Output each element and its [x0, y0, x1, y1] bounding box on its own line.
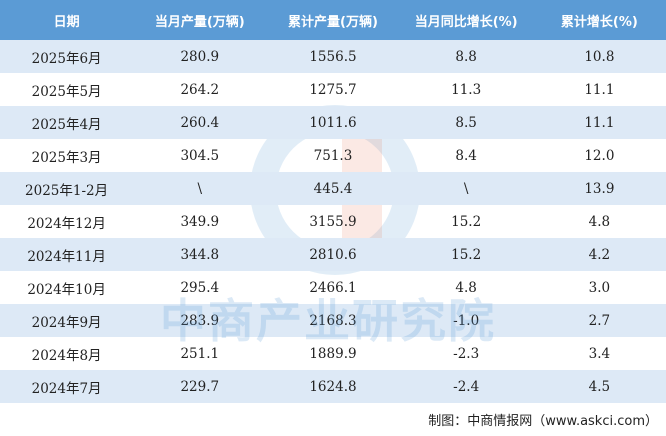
header-cell: 累计增长(%): [532, 0, 666, 40]
header-row: 日期 当月产量(万辆) 累计产量(万辆) 当月同比增长(%) 累计增长(%): [0, 0, 666, 40]
table-cell: 260.4: [133, 106, 267, 139]
table-cell: 280.9: [133, 40, 267, 73]
table-cell: 4.2: [532, 238, 666, 271]
table-cell: 8.5: [399, 106, 533, 139]
data-table: 日期 当月产量(万辆) 累计产量(万辆) 当月同比增长(%) 累计增长(%) 2025年…: [0, 0, 666, 403]
table-cell: 2.7: [532, 304, 666, 337]
table-row: 2024年7月 229.7 1624.8 -2.4 4.5: [0, 370, 666, 403]
table-cell: 2024年11月: [0, 238, 134, 271]
table-cell: 12.0: [584, 147, 615, 164]
table-cell: 264.2: [180, 81, 220, 98]
table-cell: 3.4: [588, 345, 611, 362]
table-row: 2025年1-2月 \ 445.4 \ 13.9: [0, 172, 666, 205]
table-cell: 11.1: [584, 81, 615, 98]
table-cell: 2025年6月: [0, 40, 134, 73]
table-row: 2024年10月 295.4 2466.1 4.8 3.0: [0, 271, 666, 304]
table-cell: 1556.5: [266, 40, 400, 73]
table-cell: 15.2: [399, 238, 533, 271]
table-cell: 8.8: [399, 40, 533, 73]
table-cell: 295.4: [180, 279, 220, 296]
table-cell: 2025年3月: [31, 149, 102, 166]
table-cell: 8.4: [455, 147, 477, 164]
table-row: 2024年12月 349.9 3155.9 15.2 4.8: [0, 205, 666, 238]
footer: 制图：中商情报网（www.askci.com）: [428, 414, 658, 429]
table-row: 2025年6月 280.9 1556.5 8.8 10.8: [0, 40, 666, 73]
table-cell: 2025年4月: [0, 106, 134, 139]
table-cell: 2810.6: [266, 238, 400, 271]
table-cell: 15.2: [451, 213, 482, 230]
table-cell: -1.0: [399, 304, 533, 337]
table-cell: 1624.8: [266, 370, 400, 403]
header-cell: 日期: [0, 0, 134, 40]
table-cell: 11.1: [532, 106, 666, 139]
table-cell: 4.5: [532, 370, 666, 403]
table-row: 2024年9月 283.9 2168.3 -1.0 2.7: [0, 304, 666, 337]
table-cell: 3155.9: [309, 213, 357, 230]
table-cell: 229.7: [133, 370, 267, 403]
table-cell: 13.9: [532, 172, 666, 205]
table-cell: \: [133, 172, 267, 205]
table-cell: 344.8: [133, 238, 267, 271]
table-cell: 4.8: [455, 279, 477, 296]
table-cell: 4.8: [588, 213, 611, 230]
table-cell: 251.1: [180, 345, 220, 362]
table-cell: 1889.9: [309, 345, 357, 362]
header-cell: 当月产量(万辆): [133, 0, 267, 40]
table-row: 2024年11月 344.8 2810.6 15.2 4.2: [0, 238, 666, 271]
table-cell: 304.5: [180, 147, 220, 164]
table-body: 2025年6月 280.9 1556.5 8.8 10.8 2025年5月 264.2 127…: [0, 40, 666, 403]
table-cell: 2168.3: [266, 304, 400, 337]
table-row: 2025年3月 304.5 751.3 8.4 12.0: [0, 139, 666, 172]
header-cell: 累计产量(万辆): [266, 0, 400, 40]
table-cell: 2024年7月: [0, 370, 134, 403]
table-cell: 2024年10月: [27, 281, 106, 298]
table-cell: 751.3: [313, 147, 353, 164]
table-cell: 2025年5月: [31, 83, 102, 100]
table-cell: 2024年8月: [31, 347, 102, 364]
table-cell: 2025年1-2月: [0, 172, 134, 205]
table-row: 2025年5月 264.2 1275.7 11.3 11.1: [0, 73, 666, 106]
table-cell: 2024年9月: [0, 304, 134, 337]
table-cell: 1275.7: [309, 81, 357, 98]
table-cell: \: [399, 172, 533, 205]
table-cell: 2024年12月: [27, 215, 106, 232]
table-cell: -2.3: [453, 345, 480, 362]
table-row: 2025年4月 260.4 1011.6 8.5 11.1: [0, 106, 666, 139]
header-cell: 当月同比增长(%): [399, 0, 533, 40]
table-cell: 445.4: [266, 172, 400, 205]
table-cell: 1011.6: [266, 106, 400, 139]
table-cell: 349.9: [180, 213, 220, 230]
table-cell: 283.9: [133, 304, 267, 337]
table-cell: -2.4: [399, 370, 533, 403]
table-row: 2024年8月 251.1 1889.9 -2.3 3.4: [0, 337, 666, 370]
table-cell: 2466.1: [309, 279, 357, 296]
table-cell: 3.0: [588, 279, 611, 296]
table-cell: 10.8: [532, 40, 666, 73]
table-cell: 11.3: [451, 81, 482, 98]
